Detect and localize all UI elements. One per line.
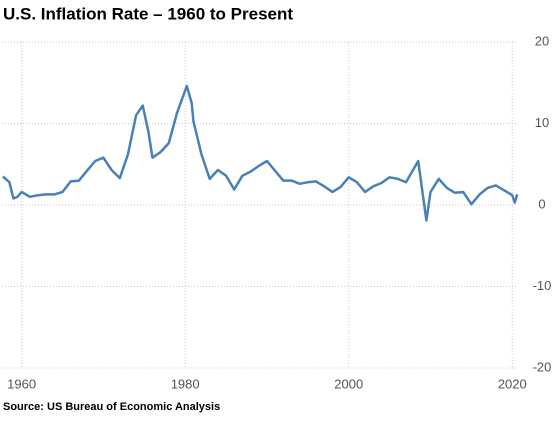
y-tick-label: 10 xyxy=(535,115,549,130)
x-tick-label: 2020 xyxy=(498,376,527,391)
chart-title: U.S. Inflation Rate – 1960 to Present xyxy=(3,4,293,23)
x-tick-label: 2000 xyxy=(334,376,363,391)
series-line xyxy=(1,84,519,222)
x-tick-label: 1980 xyxy=(171,376,200,391)
source-note: Source: US Bureau of Economic Analysis xyxy=(3,401,220,413)
x-tick-label: 1960 xyxy=(7,376,36,391)
y-tick-label: -10 xyxy=(533,278,552,293)
y-tick-label: 0 xyxy=(538,196,545,211)
y-tick-label: -20 xyxy=(533,359,552,374)
y-tick-label: 20 xyxy=(535,33,549,48)
